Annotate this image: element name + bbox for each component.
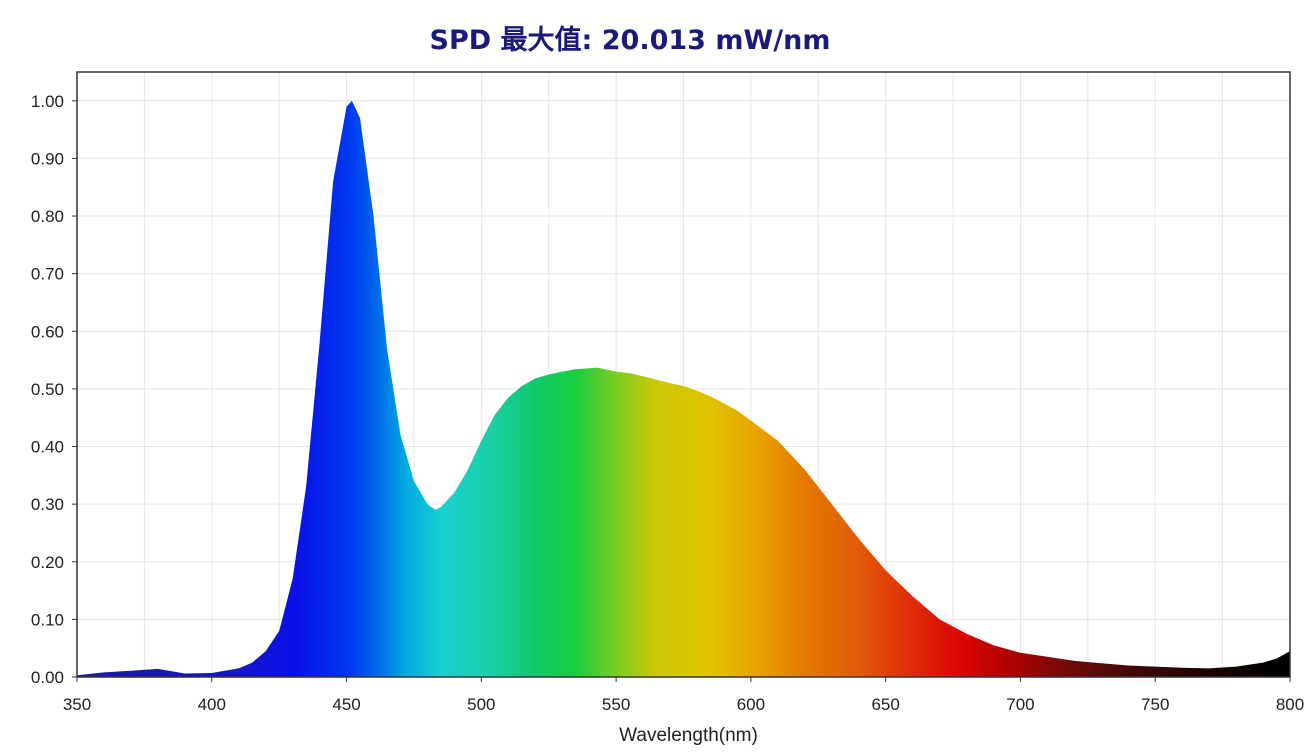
y-tick-label: 0.00 — [31, 668, 64, 687]
x-tick-label: 650 — [871, 695, 899, 714]
y-tick-label: 0.30 — [31, 495, 64, 514]
x-tick-label: 550 — [602, 695, 630, 714]
y-tick-label: 0.50 — [31, 380, 64, 399]
y-tick-label: 0.40 — [31, 438, 64, 457]
plot-frame — [76, 71, 1291, 678]
x-tick-label: 800 — [1276, 695, 1304, 714]
x-tick-label: 750 — [1141, 695, 1169, 714]
y-tick-label: 0.60 — [31, 322, 64, 341]
y-tick-label: 0.80 — [31, 207, 64, 226]
x-axis-label: Wavelength(nm) — [619, 725, 758, 746]
y-axis: 0.00 0.10 0.20 0.30 0.40 0.50 0.60 0.70 0.80 0.90… — [31, 92, 77, 687]
x-tick-label: 350 — [63, 695, 91, 714]
x-tick-label: 400 — [198, 695, 226, 714]
y-tick-label: 0.70 — [31, 265, 64, 284]
x-tick-label: 700 — [1006, 695, 1034, 714]
y-tick-label: 0.20 — [31, 553, 64, 572]
y-tick-label: 1.00 — [31, 92, 64, 111]
x-tick-label: 500 — [467, 695, 495, 714]
spd-area-series — [77, 100, 1290, 678]
x-axis: 350 400 450 500 550 600 650 700 750 800 — [63, 677, 1304, 714]
x-tick-label: 450 — [332, 695, 360, 714]
y-tick-label: 0.90 — [31, 149, 64, 168]
x-tick-label: 600 — [737, 695, 765, 714]
chart-title: SPD 最大值: 20.013 mW/nm — [429, 25, 831, 56]
y-tick-label: 0.10 — [31, 610, 64, 629]
